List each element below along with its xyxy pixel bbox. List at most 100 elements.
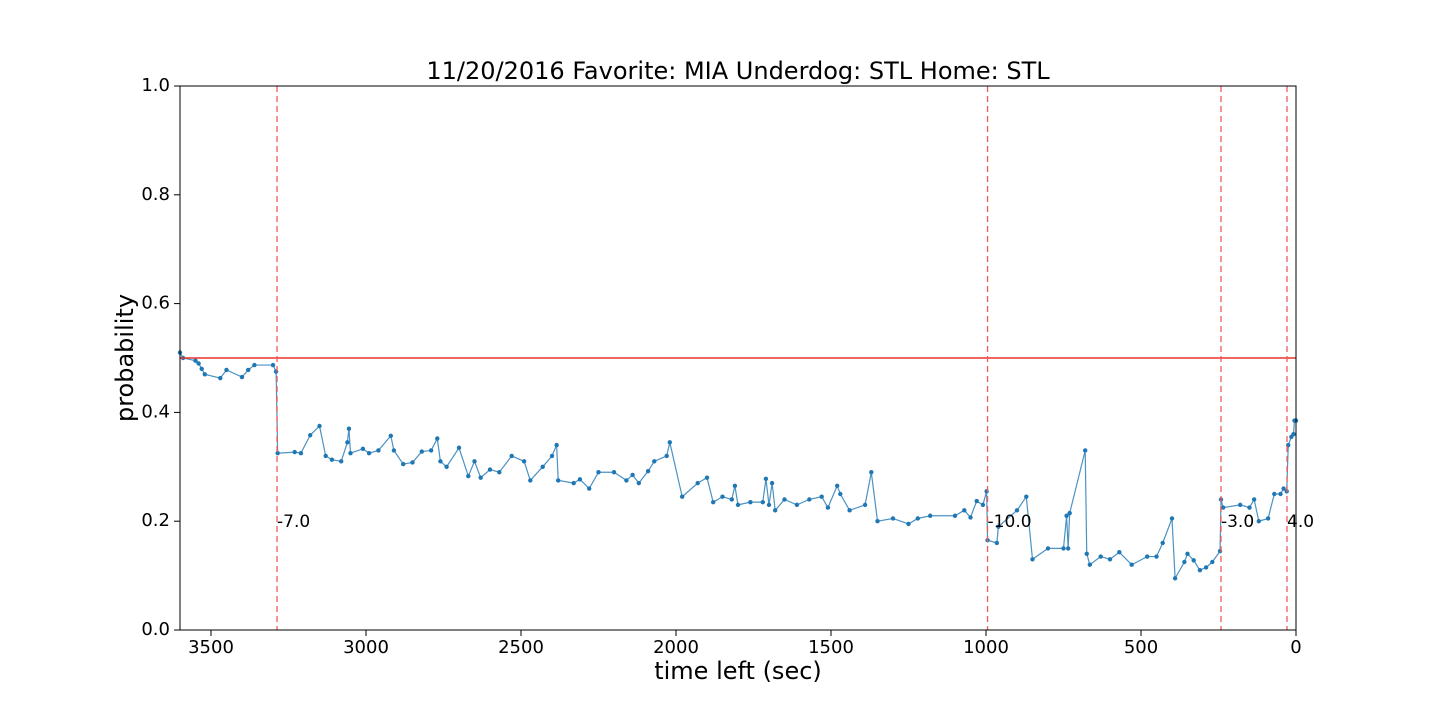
data-point xyxy=(323,453,328,459)
y-tick-label: 0.4 xyxy=(141,401,170,422)
x-tick-label: 1500 xyxy=(808,637,854,658)
data-point xyxy=(968,515,973,520)
data-point xyxy=(345,440,350,445)
data-point xyxy=(1084,551,1089,557)
data-point xyxy=(1145,554,1150,559)
data-point xyxy=(611,470,617,475)
data-point xyxy=(1210,559,1215,565)
data-point xyxy=(1265,516,1271,521)
data-point xyxy=(1185,551,1190,557)
data-point xyxy=(1117,550,1122,555)
data-point xyxy=(202,372,207,377)
data-point xyxy=(906,521,911,527)
data-point xyxy=(388,433,393,438)
data-point xyxy=(1251,497,1257,502)
data-point xyxy=(1098,554,1103,559)
data-point xyxy=(308,433,313,438)
x-axis-label: time left (sec) xyxy=(654,657,822,685)
x-tick-label: 3000 xyxy=(343,637,389,658)
plot-frame xyxy=(179,85,1297,631)
data-point xyxy=(624,478,629,483)
data-point xyxy=(732,483,738,489)
data-point xyxy=(348,451,353,456)
x-tick-label: 1000 xyxy=(963,637,1009,658)
data-point xyxy=(587,486,592,491)
data-point xyxy=(376,448,381,453)
data-point xyxy=(366,451,372,456)
data-point xyxy=(869,470,874,475)
data-point xyxy=(748,499,753,505)
data-point xyxy=(636,480,641,486)
data-point xyxy=(1154,554,1159,559)
data-point xyxy=(974,498,979,504)
data-point xyxy=(1172,576,1178,581)
data-point xyxy=(466,473,471,479)
data-point xyxy=(554,442,559,448)
data-point xyxy=(329,457,335,462)
data-point xyxy=(1182,559,1187,565)
data-point xyxy=(435,436,440,441)
event-label: -3.0 xyxy=(1221,512,1254,532)
data-point xyxy=(1191,558,1196,563)
data-point xyxy=(1045,546,1051,551)
data-point xyxy=(419,449,424,454)
data-point xyxy=(346,426,352,431)
x-tick-label: 0 xyxy=(1290,637,1301,658)
y-tick-label: 1.0 xyxy=(141,75,170,96)
data-point xyxy=(980,502,986,508)
y-axis-label: probability xyxy=(111,294,139,422)
data-point xyxy=(862,502,868,508)
data-point xyxy=(711,499,716,505)
data-point xyxy=(735,502,741,508)
series-line xyxy=(179,352,1296,581)
y-tick-label: 0.8 xyxy=(141,184,170,205)
data-point xyxy=(1247,505,1252,510)
data-point xyxy=(1169,516,1175,521)
event-label: 4.0 xyxy=(1287,512,1314,532)
data-point xyxy=(667,440,672,445)
y-tick-label: 0.6 xyxy=(141,293,170,314)
data-point xyxy=(695,480,700,486)
data-point xyxy=(528,478,533,483)
data-point xyxy=(401,461,406,467)
data-point xyxy=(478,475,483,480)
data-point xyxy=(1160,540,1165,546)
data-point xyxy=(704,475,710,480)
data-point xyxy=(509,453,514,459)
data-point xyxy=(456,445,462,450)
data-point xyxy=(807,497,812,502)
data-point xyxy=(193,358,198,363)
data-point xyxy=(766,502,772,508)
data-point xyxy=(487,467,493,472)
data-point xyxy=(540,464,545,469)
data-point xyxy=(664,453,669,459)
data-point xyxy=(317,423,322,429)
data-point xyxy=(497,470,502,475)
data-point xyxy=(1238,502,1243,508)
data-point xyxy=(847,508,852,513)
x-tick-label: 2000 xyxy=(653,637,699,658)
y-tick-label: 0.2 xyxy=(141,510,170,531)
data-point xyxy=(1203,565,1209,570)
data-point xyxy=(1024,494,1029,499)
data-point xyxy=(298,451,304,456)
data-point xyxy=(1272,491,1277,497)
data-point xyxy=(1107,557,1113,562)
data-point xyxy=(782,497,787,502)
data-point xyxy=(1064,513,1069,518)
data-point xyxy=(292,449,297,455)
data-point xyxy=(270,362,276,368)
data-point xyxy=(835,483,840,489)
data-point xyxy=(339,459,344,464)
data-point xyxy=(1083,448,1088,453)
chart-title: 11/20/2016 Favorite: MIA Underdog: STL H… xyxy=(426,57,1050,85)
data-point xyxy=(410,460,415,465)
data-point xyxy=(996,524,1001,529)
data-point xyxy=(875,519,880,524)
data-point xyxy=(571,480,576,486)
data-point xyxy=(428,448,434,453)
data-point xyxy=(962,508,967,513)
data-point xyxy=(952,513,958,518)
data-point xyxy=(773,508,778,513)
